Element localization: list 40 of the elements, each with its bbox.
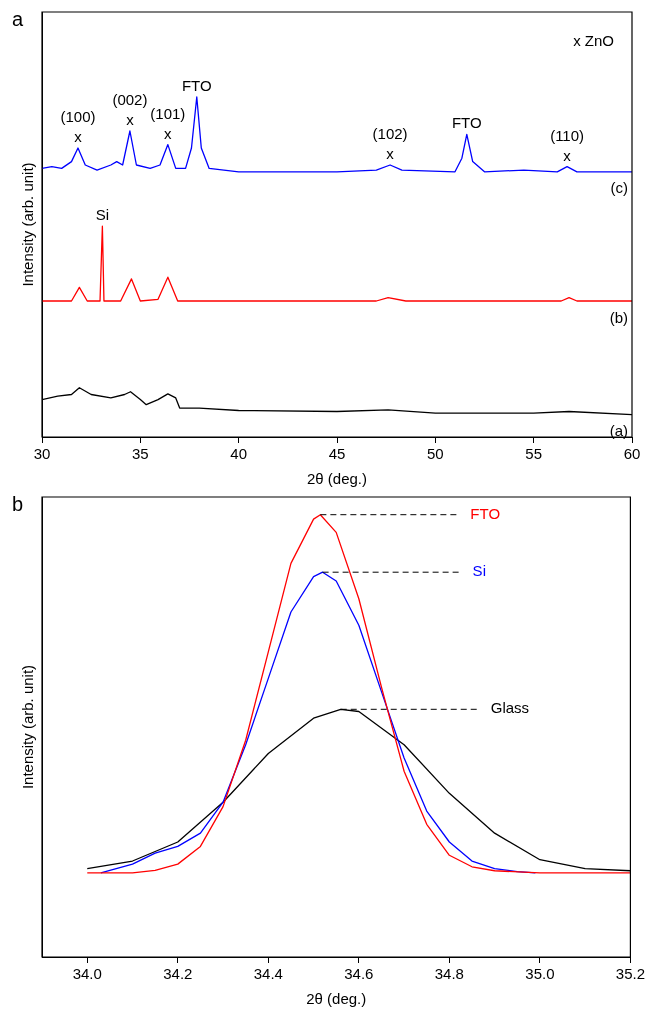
annotation: FTO [181, 77, 212, 94]
annotation: (102) [372, 125, 408, 142]
x-tick-label: 35 [131, 445, 149, 463]
x-tick-label: 34.8 [434, 965, 464, 983]
annotation: x [386, 145, 395, 162]
text: Si [472, 562, 486, 580]
x-tick-label: 35.2 [615, 965, 645, 983]
series-label: (c) [610, 179, 628, 197]
x-axis-title: 2θ (deg.) [306, 470, 368, 488]
annotation: (002) [112, 91, 148, 108]
x-tick-label: 34.6 [344, 965, 374, 983]
annotation: x [126, 111, 135, 128]
text: b [12, 493, 24, 515]
x-tick-label: 34.0 [72, 965, 102, 983]
x-tick-label: 45 [328, 445, 346, 463]
y-axis-title: Intensity (arb. unit) [19, 162, 37, 287]
text: Glass [490, 699, 530, 717]
x-tick-label: 55 [525, 445, 543, 463]
x-axis-title: 2θ (deg.) [306, 990, 367, 1008]
series-label: (b) [609, 308, 628, 326]
x-tick-label: 30 [33, 445, 51, 463]
annotation: Si [95, 206, 110, 224]
annotation: FTO [451, 114, 482, 132]
x-tick-label: 40 [230, 445, 248, 463]
x-tick-label: 50 [426, 445, 444, 463]
text: x ZnO [573, 32, 614, 49]
x-tick-label: 60 [623, 445, 641, 463]
y-axis-title: Intensity (arb. unit) [19, 664, 37, 790]
series-label: (a) [609, 422, 628, 440]
annotation: (101) [150, 104, 186, 122]
text: a [12, 8, 24, 30]
annotation: x [563, 146, 572, 164]
annotation: x [164, 124, 173, 142]
text: FTO [470, 504, 501, 522]
x-tick-label: 35.0 [525, 965, 555, 983]
annotation: x [74, 128, 83, 145]
x-tick-label: 34.2 [163, 965, 193, 983]
annotation: (110) [550, 126, 585, 144]
x-tick-label: 34.4 [253, 965, 283, 983]
annotation: (100) [60, 108, 96, 125]
